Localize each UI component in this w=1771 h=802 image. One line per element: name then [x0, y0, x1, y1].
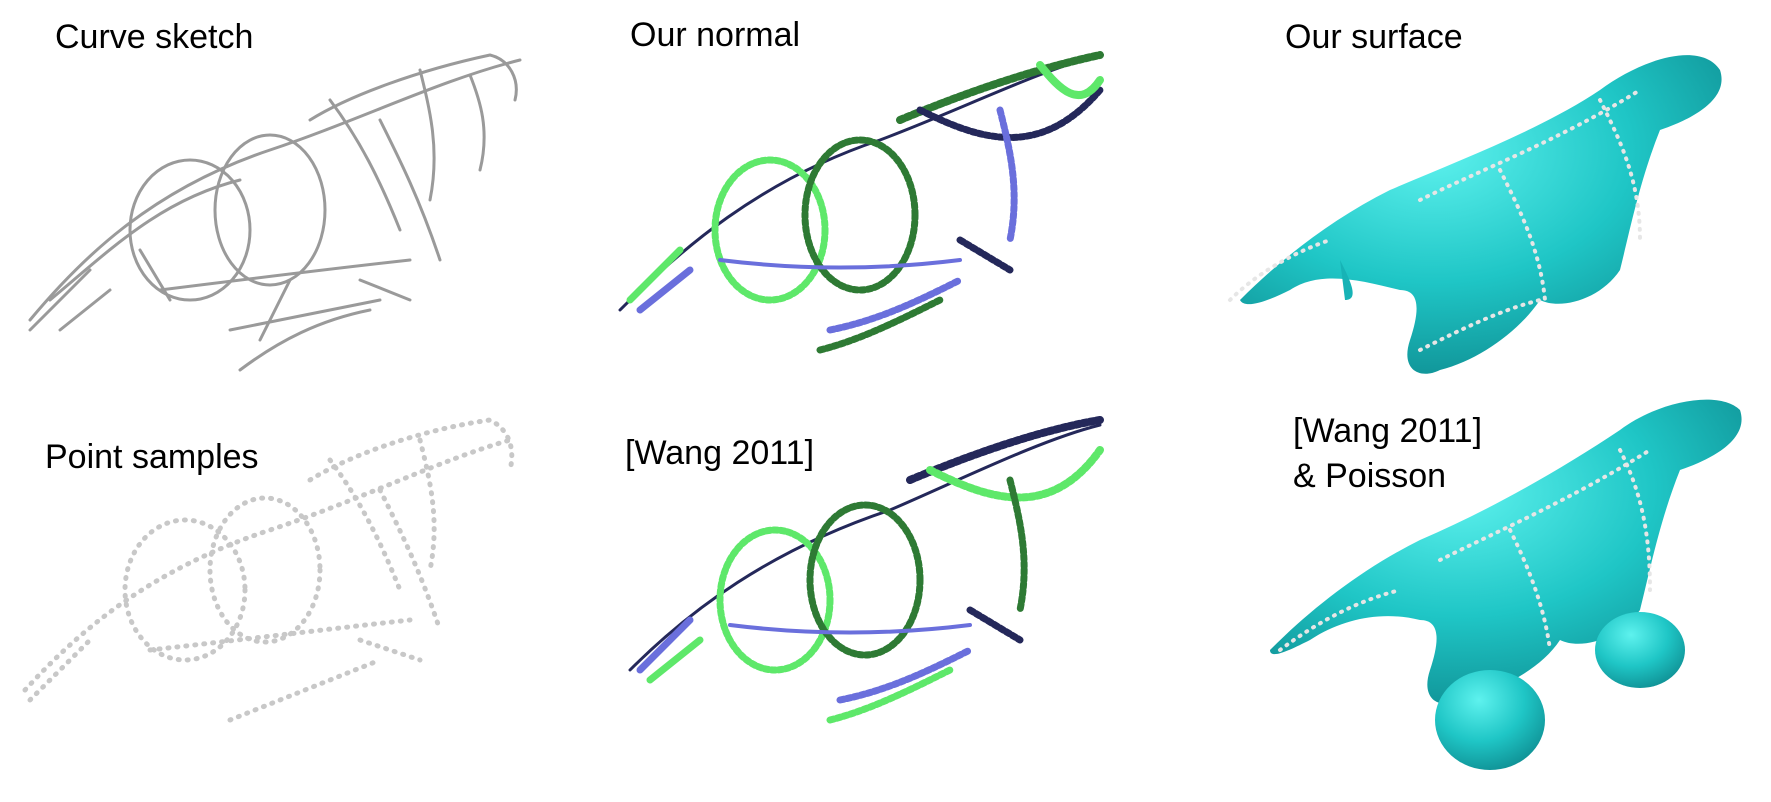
panel-label-our-normal: Our normal: [630, 16, 801, 54]
wang-poisson-drawing: [1270, 399, 1742, 770]
panel-label-point-samples: Point samples: [45, 438, 259, 476]
panel-label-wang-poisson-line1: [Wang 2011]: [1293, 412, 1483, 450]
panel-label-our-surface: Our surface: [1285, 18, 1463, 56]
point-samples-drawing: [22, 417, 515, 723]
curve-sketch-drawing: [28, 53, 522, 372]
panel-label-wang-poisson-line2: & Poisson: [1293, 457, 1447, 495]
our-normal-drawing: [618, 51, 1104, 354]
panel-label-curve-sketch: Curve sketch: [55, 18, 254, 56]
wang-normal-drawing: [628, 416, 1104, 724]
panel-label-wang-normal: [Wang 2011]: [625, 434, 815, 472]
our-surface-drawing: [1228, 55, 1722, 374]
